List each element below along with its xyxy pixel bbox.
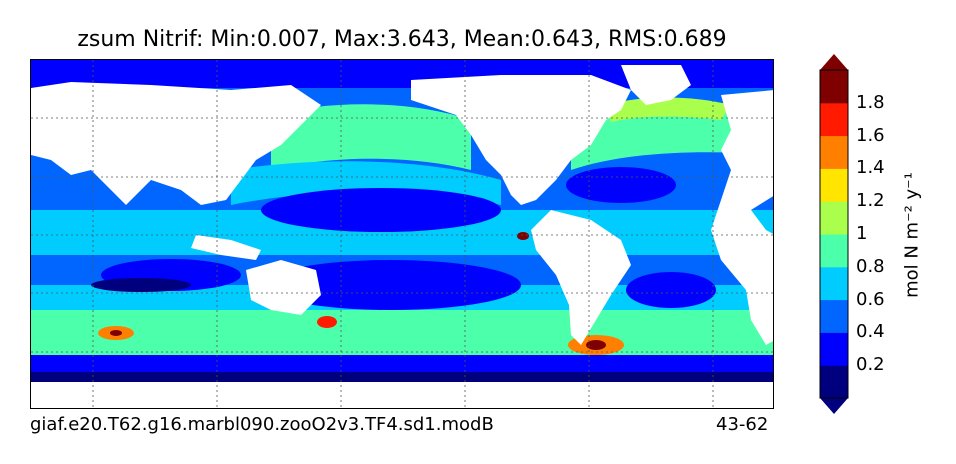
colorbar-extend-min-arrow — [820, 398, 848, 414]
colorbar-tick-label: 1 — [856, 223, 868, 244]
s-pacific-gyre — [261, 260, 521, 310]
n-atlantic-gyre — [566, 167, 676, 203]
colorbar-segment — [820, 234, 848, 268]
land-europe-africa — [711, 90, 773, 345]
hotspot-nz — [317, 316, 337, 328]
colorbar — [819, 54, 849, 414]
hotspot-kerguelen-core — [110, 330, 122, 336]
depth-range-caption: 43-62 — [716, 414, 769, 435]
colorbar-segment — [820, 102, 848, 137]
colorbar-unit-label: mol N m⁻² y⁻¹ — [901, 172, 923, 298]
colorbar-tick-label: 0.2 — [856, 354, 885, 376]
colorbar-segment — [820, 201, 848, 235]
plot-title: zsum Nitrif: Min:0.007, Max:3.643, Mean:… — [77, 27, 727, 52]
north-atlantic-band — [571, 104, 773, 170]
land-australia — [246, 260, 321, 315]
colorbar-segment — [820, 299, 848, 333]
antarctic-deep — [31, 372, 773, 384]
map-panel — [30, 59, 774, 409]
colorbar-tick-label: 1.2 — [856, 190, 885, 212]
colorbar-segment — [820, 70, 848, 104]
s-atlantic-gyre — [626, 272, 716, 308]
land-greenland — [621, 65, 691, 105]
nitrification-map — [31, 60, 773, 408]
colorbar-segment — [820, 135, 848, 169]
antarctic-band — [31, 355, 773, 375]
colorbar-segment — [820, 266, 848, 301]
colorbar-segment — [820, 365, 848, 399]
land-indonesia — [191, 235, 261, 260]
run-name-caption: giaf.e20.T62.g16.marbl090.zooO2v3.TF4.sd… — [30, 414, 494, 435]
north-atlantic-yellow — [606, 97, 731, 122]
gridlines — [31, 60, 773, 408]
land-antarctica — [31, 382, 773, 408]
southern-band — [31, 305, 773, 355]
colorbar-segment — [820, 168, 848, 202]
indian-deep — [91, 278, 191, 292]
colorbar-extend-max-arrow — [820, 54, 848, 70]
colorbar-tick-label: 0.8 — [856, 255, 885, 277]
hotspot-patagonia-core — [586, 340, 606, 350]
colorbar-tick-label: 0.6 — [856, 288, 885, 310]
land-eurasia — [31, 82, 321, 205]
colorbar-outline — [819, 69, 849, 399]
land-north-america — [411, 75, 631, 205]
colorbar-segment — [820, 332, 848, 366]
north-pacific-band — [271, 104, 471, 170]
colorbar-tick-label: 0.4 — [856, 321, 885, 343]
colorbar-segments — [820, 70, 848, 399]
colorbar-tick-label: 1.6 — [856, 124, 885, 146]
colorbar-tick-label: 1.8 — [856, 91, 885, 113]
colorbar-tick-label: 1.4 — [856, 157, 885, 179]
land-south-america — [531, 210, 631, 345]
hotspot-galapagos — [517, 232, 529, 240]
n-pacific-gyre — [261, 188, 501, 232]
